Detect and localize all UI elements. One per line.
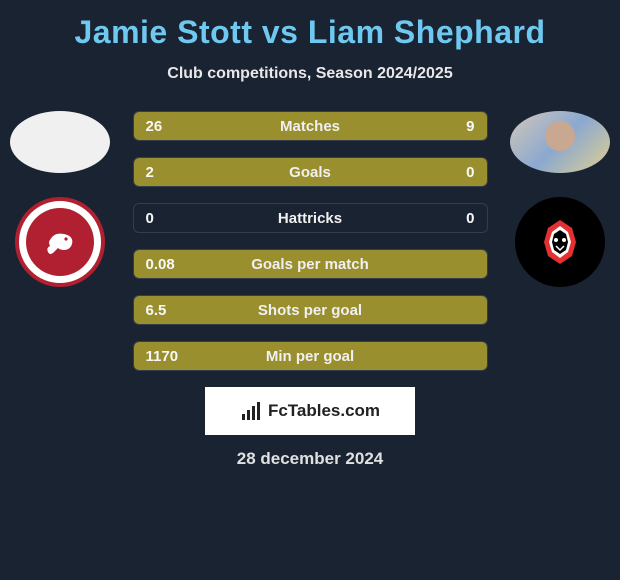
stat-value-left: 6.5 bbox=[146, 302, 167, 319]
player-left-photo bbox=[10, 111, 110, 173]
stat-row: 26 Matches 9 bbox=[133, 111, 488, 141]
stat-label: Shots per goal bbox=[258, 302, 362, 319]
player-right-photo bbox=[510, 111, 610, 173]
stat-row: 0 Hattricks 0 bbox=[133, 203, 488, 233]
stat-value-left: 2 bbox=[146, 164, 154, 181]
footer-date: 28 december 2024 bbox=[0, 449, 620, 469]
stat-value-left: 1170 bbox=[146, 348, 179, 365]
stat-value-left: 0.08 bbox=[146, 256, 175, 273]
player-right-column bbox=[510, 111, 610, 287]
brand-footer[interactable]: FcTables.com bbox=[205, 387, 415, 435]
stat-label: Min per goal bbox=[266, 348, 354, 365]
stat-row: 6.5 Shots per goal bbox=[133, 295, 488, 325]
stat-row: 1170 Min per goal bbox=[133, 341, 488, 371]
page-title: Jamie Stott vs Liam Shephard bbox=[0, 0, 620, 51]
comparison-panel: 26 Matches 9 2 Goals 0 0 Hattricks 0 0.08 Goals pe… bbox=[0, 111, 620, 469]
stat-value-right: 0 bbox=[466, 164, 474, 181]
stat-bar-left bbox=[134, 112, 395, 140]
stat-row: 0.08 Goals per match bbox=[133, 249, 488, 279]
club-right-badge bbox=[515, 197, 605, 287]
brand-label: FcTables.com bbox=[268, 401, 380, 421]
stat-label: Goals per match bbox=[251, 256, 369, 273]
stat-value-right: 9 bbox=[466, 118, 474, 135]
stat-label: Hattricks bbox=[278, 210, 342, 227]
chart-icon bbox=[240, 400, 262, 422]
stat-value-left: 26 bbox=[146, 118, 163, 135]
lion-icon bbox=[532, 214, 588, 270]
club-left-badge bbox=[15, 197, 105, 287]
player-left-column bbox=[10, 111, 110, 287]
stat-value-left: 0 bbox=[146, 210, 154, 227]
stat-label: Matches bbox=[280, 118, 340, 135]
shrimp-icon bbox=[40, 222, 80, 262]
stat-value-right: 0 bbox=[466, 210, 474, 227]
subtitle: Club competitions, Season 2024/2025 bbox=[0, 65, 620, 83]
stat-label: Goals bbox=[289, 164, 331, 181]
stats-list: 26 Matches 9 2 Goals 0 0 Hattricks 0 0.08 Goals pe… bbox=[133, 111, 488, 371]
stat-row: 2 Goals 0 bbox=[133, 157, 488, 187]
